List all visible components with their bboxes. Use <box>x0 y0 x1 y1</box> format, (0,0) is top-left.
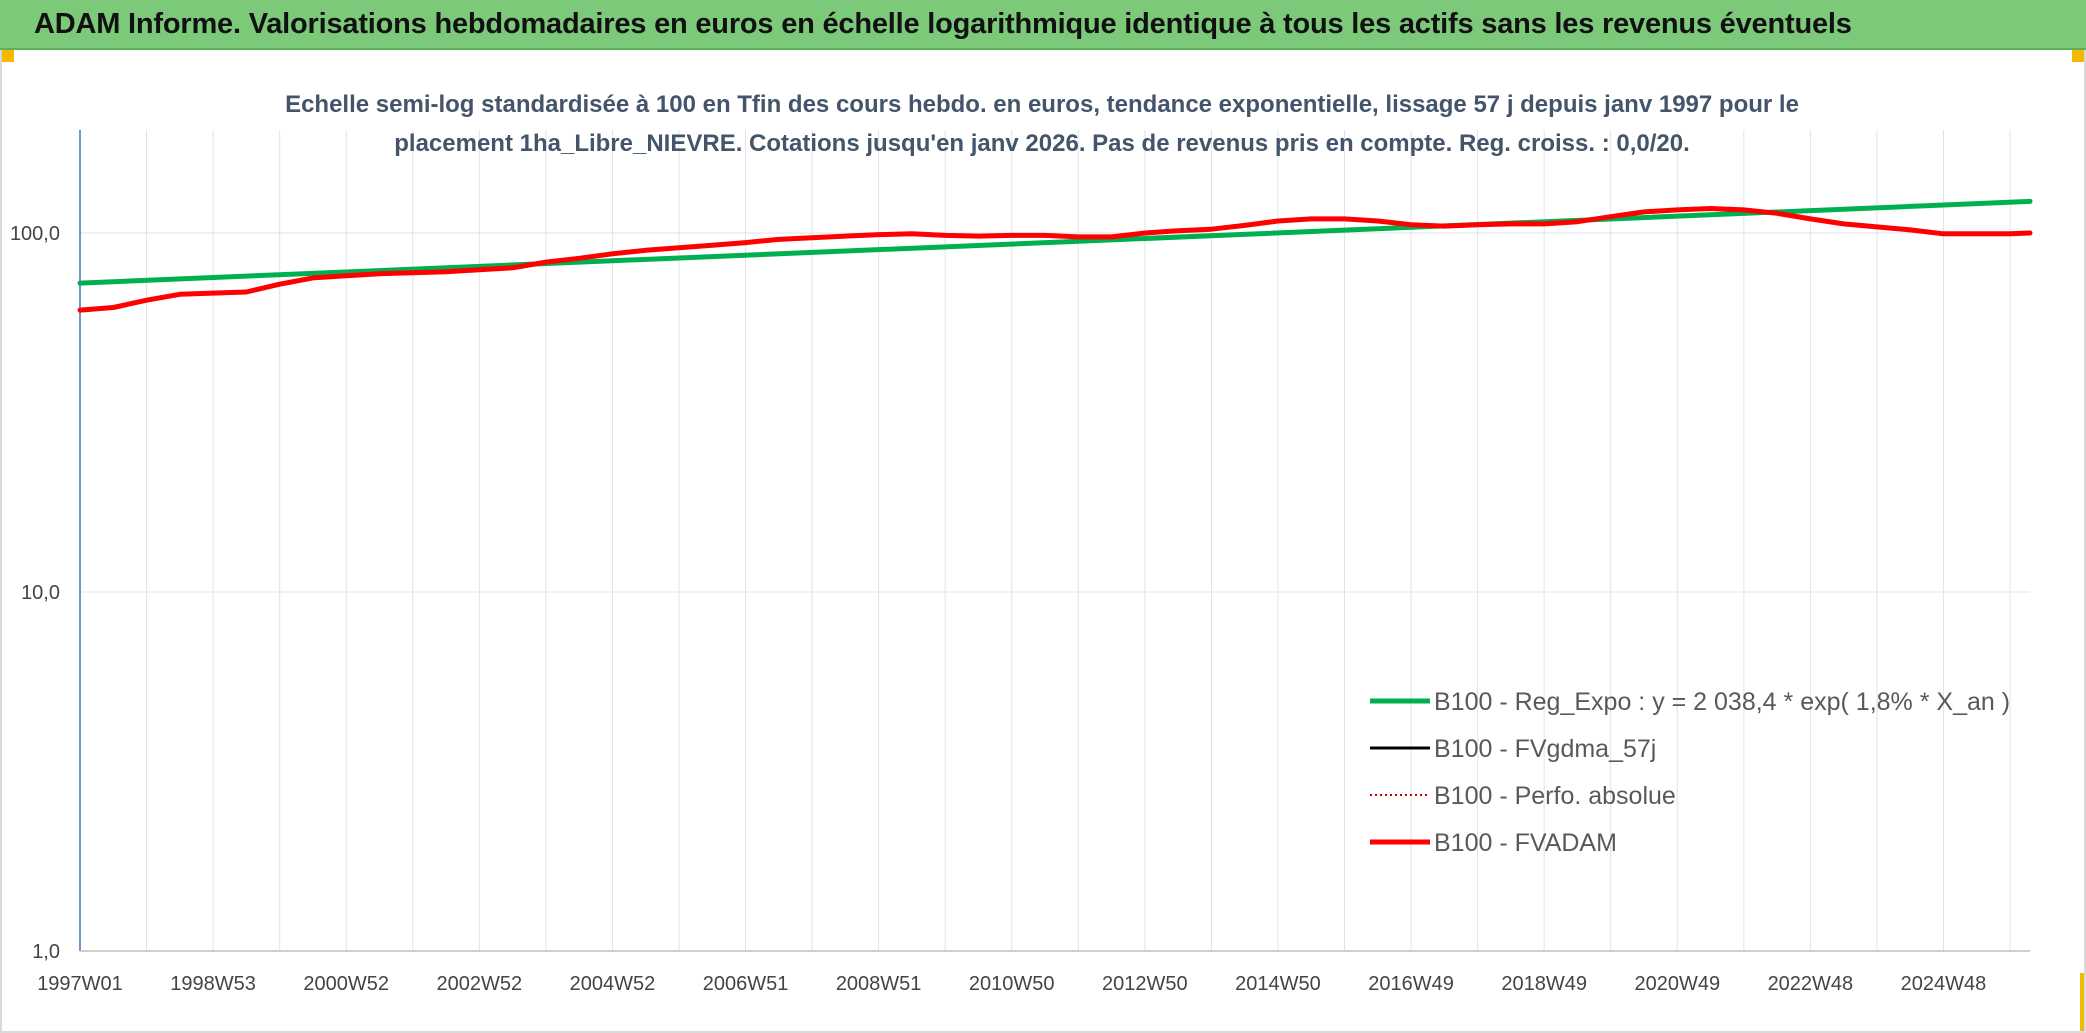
corner-mark-bottom-right <box>2080 973 2086 1033</box>
x-tick-label: 2020W49 <box>1634 973 1720 995</box>
axes <box>79 130 2030 952</box>
y-tick-label: 1,0 <box>32 941 60 963</box>
y-tick-label: 10,0 <box>21 582 60 604</box>
x-tick-label: 2022W48 <box>1768 973 1854 995</box>
series-line <box>77 198 2033 286</box>
series-line <box>77 206 2033 313</box>
x-tick-label: 2002W52 <box>437 973 523 995</box>
x-tick-label: 2006W51 <box>703 973 789 995</box>
legend: B100 - Reg_Expo : y = 2 038,4 * exp( 1,8… <box>1370 688 2010 857</box>
report-title: ADAM Informe. Valorisations hebdomadaire… <box>34 8 1852 40</box>
legend-label: B100 - FVgdma_57j <box>1434 735 1656 763</box>
series-lines <box>77 198 2033 313</box>
legend-label: B100 - Reg_Expo : y = 2 038,4 * exp( 1,8… <box>1434 688 2010 716</box>
y-tick-label: 100,0 <box>10 223 60 245</box>
x-tick-label: 2012W50 <box>1102 973 1188 995</box>
x-tick-label: 2010W50 <box>969 973 1055 995</box>
x-tick-label: 2018W49 <box>1501 973 1587 995</box>
chart-frame: 1,0 10,0 100,0 1997W01 1998W53 2000W52 2002W52… <box>0 50 2086 1033</box>
corner-mark-top-left <box>0 50 14 62</box>
corner-mark-top-right <box>2072 50 2086 62</box>
legend-label: B100 - FVADAM <box>1434 829 1617 857</box>
x-tick-label: 1998W53 <box>170 973 256 995</box>
grid-lines <box>79 130 2030 952</box>
x-tick-label: 2004W52 <box>570 973 656 995</box>
x-tick-label: 2024W48 <box>1901 973 1987 995</box>
x-tick-label: 2000W52 <box>303 973 389 995</box>
legend-label: B100 - Perfo. absolue <box>1434 782 1676 810</box>
x-tick-label: 1997W01 <box>37 973 123 995</box>
x-tick-label: 2014W50 <box>1235 973 1321 995</box>
chart-title-line-2: placement 1ha_Libre_NIEVRE. Cotations ju… <box>394 130 1690 157</box>
tick-labels: 1,0 10,0 100,0 1997W01 1998W53 2000W52 2002W52… <box>10 223 1986 995</box>
report-banner: ADAM Informe. Valorisations hebdomadaire… <box>0 0 2086 50</box>
log-line-chart: 1,0 10,0 100,0 1997W01 1998W53 2000W52 2002W52… <box>10 91 2033 995</box>
x-tick-label: 2016W49 <box>1368 973 1454 995</box>
chart-title-line-1: Echelle semi-log standardisée à 100 en T… <box>285 91 1799 118</box>
x-tick-label: 2008W51 <box>836 973 922 995</box>
